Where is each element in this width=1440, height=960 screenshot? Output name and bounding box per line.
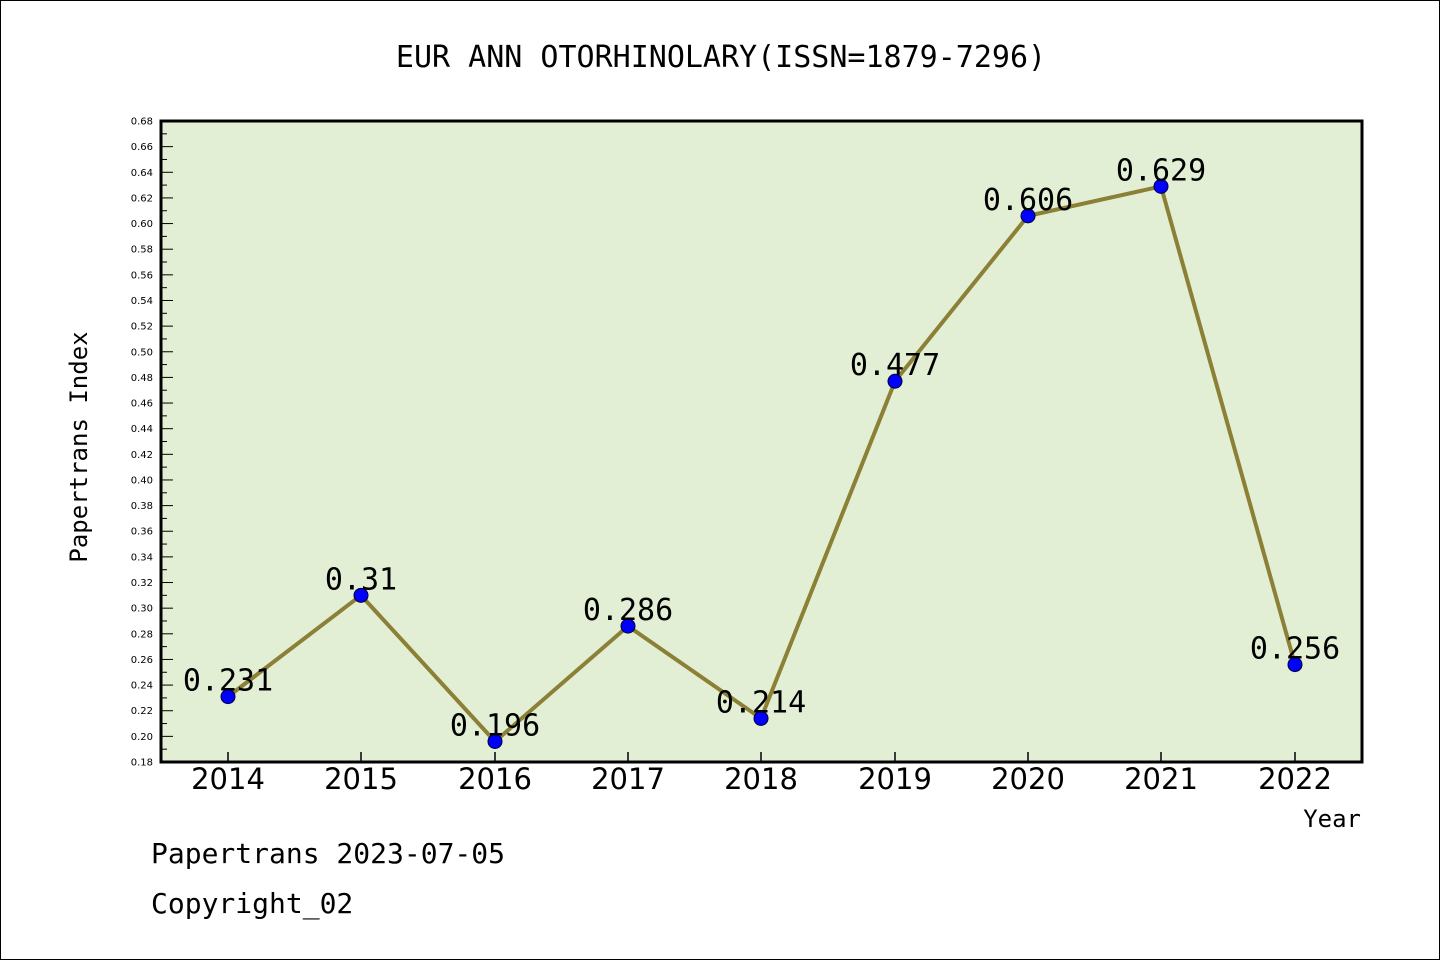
- y-tick-label: 0.48: [131, 373, 153, 384]
- y-tick-label: 0.30: [131, 604, 153, 615]
- y-tick-label: 0.50: [131, 347, 153, 358]
- y-tick-label: 0.34: [131, 552, 153, 563]
- data-label: 0.477: [850, 348, 940, 383]
- data-label: 0.31: [325, 562, 397, 597]
- chart-title: EUR ANN OTORHINOLARY(ISSN=1879-7296): [396, 40, 1046, 75]
- y-tick-label: 0.20: [131, 732, 153, 743]
- y-tick-label: 0.52: [131, 322, 153, 333]
- y-tick-label: 0.18: [131, 758, 153, 769]
- footer-date: Papertrans 2023-07-05: [151, 837, 506, 870]
- y-tick-label: 0.64: [131, 168, 153, 179]
- data-label: 0.629: [1116, 153, 1206, 188]
- y-axis-label: Papertrans Index: [65, 331, 93, 562]
- data-point: [620, 618, 636, 634]
- x-tick-label: 2015: [324, 762, 398, 796]
- footer-copyright: Copyright_02: [151, 887, 354, 920]
- x-tick-label: 2016: [458, 762, 532, 796]
- data-label: 0.256: [1250, 632, 1340, 667]
- data-point: [353, 587, 369, 603]
- data-label: 0.196: [450, 708, 540, 743]
- y-tick-label: 0.68: [131, 117, 153, 128]
- x-tick-label: 2021: [1124, 762, 1198, 796]
- data-point: [220, 689, 236, 705]
- y-tick-label: 0.66: [131, 142, 153, 153]
- y-tick-label: 0.24: [131, 681, 153, 692]
- y-tick-label: 0.22: [131, 706, 153, 717]
- x-tick-label: 2018: [724, 762, 798, 796]
- y-tick-label: 0.62: [131, 193, 153, 204]
- x-tick-label: 2017: [591, 762, 665, 796]
- x-tick-label: 2020: [991, 762, 1065, 796]
- x-tick-label: 2014: [191, 762, 265, 796]
- y-tick-label: 0.56: [131, 270, 153, 281]
- x-axis: 2014 2015 2016 2017 2018 2019 2020 2021 2022: [191, 752, 1332, 796]
- data-point: [487, 733, 503, 749]
- data-label: 0.606: [983, 183, 1073, 218]
- data-point: [753, 710, 769, 726]
- y-tick-label: 0.28: [131, 629, 153, 640]
- y-tick-label: 0.58: [131, 245, 153, 256]
- y-tick-label: 0.44: [131, 424, 153, 435]
- data-point: [1153, 178, 1169, 194]
- y-tick-label: 0.46: [131, 399, 153, 410]
- y-tick-label: 0.54: [131, 296, 153, 307]
- y-tick-label: 0.40: [131, 475, 153, 486]
- y-tick-label: 0.60: [131, 219, 153, 230]
- series-layer: 0.231 0.31 0.196 0.286 0.214 0.477 0.606 0.629 0…: [183, 153, 1340, 749]
- y-tick-label: 0.32: [131, 578, 153, 589]
- x-axis-label: Year: [1303, 805, 1361, 833]
- y-tick-label: 0.42: [131, 450, 153, 461]
- y-tick-label: 0.36: [131, 527, 153, 538]
- data-label: 0.286: [583, 593, 673, 628]
- plot-area: [159, 119, 1364, 764]
- data-point: [1287, 657, 1303, 673]
- data-label: 0.231: [183, 664, 273, 699]
- x-tick-label: 2022: [1258, 762, 1332, 796]
- y-tick-label: 0.38: [131, 501, 153, 512]
- data-label: 0.214: [716, 685, 806, 720]
- data-point: [1020, 208, 1036, 224]
- data-point: [887, 373, 903, 389]
- y-tick-label: 0.26: [131, 655, 153, 666]
- y-axis: 0.18 0.20 0.22 0.24 0.26 0.28 0.30 0.32 0.34 0.36…: [131, 117, 173, 769]
- x-tick-label: 2019: [858, 762, 932, 796]
